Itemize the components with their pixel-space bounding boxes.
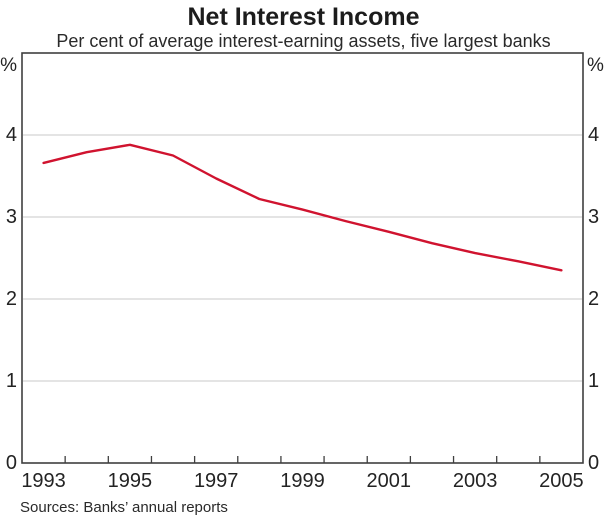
x-axis-label: 2005 xyxy=(539,470,584,492)
x-axis-label: 1999 xyxy=(280,470,325,492)
x-axis-label: 1995 xyxy=(107,470,153,492)
x-axis-label: 2001 xyxy=(366,470,412,492)
y-axis-label-right: 1 xyxy=(588,370,600,392)
x-axis-label: 1997 xyxy=(193,470,239,492)
source-note: Sources: Banks’ annual reports xyxy=(20,499,228,516)
x-axis-label: 2003 xyxy=(452,470,498,492)
x-axis-label: 1993 xyxy=(21,470,66,492)
y-axis-label-left: 4 xyxy=(5,124,17,146)
x-axis-ticks xyxy=(64,456,541,463)
y-axis-label-left: 2 xyxy=(5,288,17,310)
chart-subtitle: Per cent of average interest-earning ass… xyxy=(56,31,551,51)
y-axis-label-left: 1 xyxy=(5,370,17,392)
y-axis-unit-left: % xyxy=(0,55,17,76)
plot-frame xyxy=(21,52,584,464)
chart-title: Net Interest Income xyxy=(187,3,420,31)
y-axis-label-right: 4 xyxy=(588,124,600,146)
gridlines xyxy=(23,134,582,382)
y-axis-label-right: 2 xyxy=(588,288,600,310)
y-axis-label-left: 0 xyxy=(5,452,17,474)
net-interest-income-line xyxy=(42,143,563,272)
y-axis-label-right: 3 xyxy=(588,206,600,228)
y-axis-label-left: 3 xyxy=(5,206,17,228)
y-axis-unit-right: % xyxy=(587,55,604,76)
y-axis-label-right: 0 xyxy=(588,452,600,474)
